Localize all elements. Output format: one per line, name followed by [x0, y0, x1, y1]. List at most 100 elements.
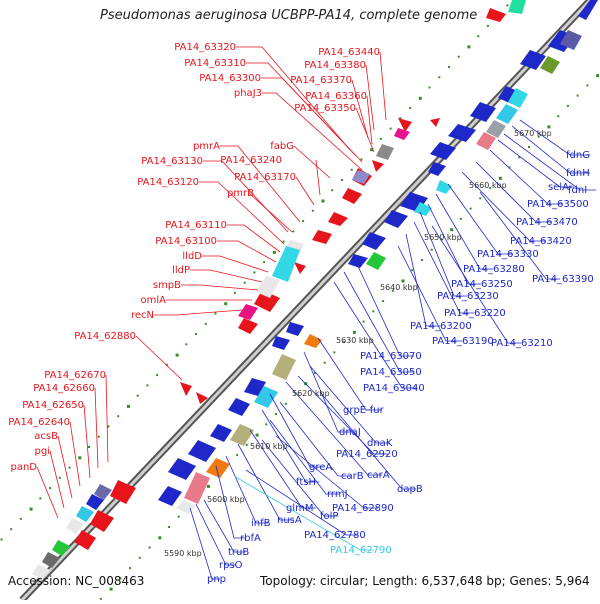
gene-label[interactable]: lldD — [182, 251, 202, 262]
gene-label[interactable]: fdnI — [568, 185, 587, 196]
gene-arrow[interactable] — [348, 254, 368, 268]
gene-label[interactable]: PA14_63170 — [234, 172, 296, 183]
gene-arrow[interactable] — [428, 162, 446, 176]
gene-arrow[interactable] — [110, 480, 136, 504]
gene-label[interactable]: panD — [10, 462, 37, 473]
gene-label[interactable]: glmM — [286, 503, 314, 514]
gene-arrow[interactable] — [158, 486, 182, 506]
gene-label[interactable]: pgi — [35, 446, 50, 457]
gene-label[interactable]: dnaJ — [339, 427, 361, 438]
gene-label[interactable]: PA14_63100 — [155, 236, 217, 247]
gene-arrow[interactable] — [486, 8, 506, 22]
gene-label[interactable]: PA14_62650 — [22, 400, 84, 411]
gene-label[interactable]: rbfA — [240, 533, 261, 544]
gene-label[interactable]: PA14_63230 — [437, 291, 499, 302]
gene-arrow[interactable] — [578, 0, 598, 20]
gene-label[interactable]: PA14_63470 — [516, 217, 578, 228]
gene-label[interactable]: PA14_63210 — [491, 338, 553, 349]
gene-label[interactable]: PA14_63250 — [451, 279, 513, 290]
gene-label[interactable]: PA14_63440 — [318, 47, 380, 58]
gene-arrow[interactable] — [448, 124, 476, 142]
gene-label[interactable]: pnp — [207, 574, 226, 585]
gene-label[interactable]: carA — [367, 470, 390, 481]
gene-arrow[interactable] — [384, 210, 408, 228]
gene-label[interactable]: rrmJ — [327, 489, 348, 500]
gene-arrow[interactable] — [210, 424, 232, 442]
gene-label[interactable]: truB — [228, 547, 249, 558]
gene-arrow[interactable] — [244, 378, 266, 396]
gene-arrow[interactable] — [180, 382, 192, 396]
gene-label[interactable]: PA14_63040 — [363, 383, 425, 394]
gene-label[interactable]: PA14_62890 — [332, 503, 394, 514]
gene-label[interactable]: acsB — [34, 431, 58, 442]
gene-label[interactable]: PA14_63200 — [410, 321, 472, 332]
gene-arrow[interactable] — [74, 530, 96, 550]
gene-label[interactable]: nusA — [277, 515, 302, 526]
gene-arrow[interactable] — [188, 440, 216, 462]
gene-label[interactable]: dapB — [397, 484, 423, 495]
gene-arrow[interactable] — [254, 290, 280, 312]
gene-arrow[interactable] — [286, 322, 304, 336]
gene-label[interactable]: phaJ3 — [234, 88, 262, 99]
gene-label[interactable]: grpE-fur — [343, 405, 385, 416]
gene-label[interactable]: PA14_63360 — [305, 91, 367, 102]
gene-label[interactable]: PA14_62880 — [74, 331, 136, 342]
gene-arrow[interactable] — [312, 230, 332, 244]
gene-arrow[interactable] — [372, 160, 384, 172]
gene-arrow[interactable] — [238, 318, 258, 334]
gene-label[interactable]: infB — [251, 518, 271, 529]
gene-arrow[interactable] — [328, 212, 348, 226]
gene-label[interactable]: PA14_63220 — [444, 308, 506, 319]
gene-arrow[interactable] — [272, 336, 290, 350]
gene-label[interactable]: PA14_62790 — [330, 545, 392, 556]
gene-label[interactable]: PA14_63350 — [294, 103, 356, 114]
gene-label[interactable]: PA14_63320 — [174, 42, 236, 53]
gene-label[interactable]: PA14_63380 — [304, 60, 366, 71]
gene-arrow[interactable] — [520, 50, 546, 70]
gene-label[interactable]: PA14_63300 — [199, 73, 261, 84]
gene-label[interactable]: PA14_63370 — [290, 75, 352, 86]
gene-label[interactable]: PA14_63050 — [360, 367, 422, 378]
gene-label[interactable]: PA14_62660 — [33, 383, 95, 394]
gene-arrow[interactable] — [398, 118, 412, 132]
gene-label[interactable]: folP — [320, 511, 338, 522]
gene-label[interactable]: ftsH — [296, 477, 316, 488]
gene-label[interactable]: PA14_62920 — [336, 449, 398, 460]
gene-label[interactable]: PA14_62670 — [44, 370, 106, 381]
gene-label[interactable]: PA14_63120 — [137, 177, 199, 188]
gene-arrow[interactable] — [430, 142, 456, 160]
gene-label[interactable]: smpB — [153, 280, 181, 291]
gene-arrow[interactable] — [168, 458, 196, 480]
gene-label[interactable]: rpsO — [219, 560, 243, 571]
gene-label[interactable]: PA14_63110 — [165, 220, 227, 231]
gene-label[interactable]: fabG — [270, 141, 294, 152]
gene-arrow[interactable] — [362, 232, 386, 250]
gene-arrow[interactable] — [90, 510, 114, 532]
gene-label[interactable]: PA14_62780 — [304, 530, 366, 541]
gene-arrow[interactable] — [294, 262, 306, 274]
gene-label[interactable]: fdnH — [566, 168, 590, 179]
gene-arrow[interactable] — [342, 188, 362, 204]
gene-label[interactable]: PA14_63280 — [463, 264, 525, 275]
gene-label[interactable]: PA14_63420 — [510, 236, 572, 247]
gene-arrow[interactable] — [470, 102, 496, 122]
gene-arrow[interactable] — [228, 398, 250, 416]
gene-label[interactable]: recN — [131, 310, 154, 321]
gene-label[interactable]: lldP — [172, 265, 190, 276]
gene-label[interactable]: omlA — [141, 295, 167, 306]
gene-arrow[interactable] — [196, 392, 208, 404]
gene-label[interactable]: PA14_63130 — [141, 156, 203, 167]
gene-label[interactable]: PA14_63310 — [184, 58, 246, 69]
gene-label[interactable]: PA14_63070 — [360, 351, 422, 362]
gene-label[interactable]: pmrB — [227, 188, 254, 199]
gene-label[interactable]: dnaK — [367, 438, 393, 449]
gene-label[interactable]: PA14_63500 — [527, 199, 589, 210]
gene-label[interactable]: selA — [548, 182, 569, 193]
gene-arrow[interactable] — [430, 118, 440, 127]
gene-label[interactable]: PA14_63190 — [432, 336, 494, 347]
gene-label[interactable]: greA — [309, 462, 332, 473]
gene-label[interactable]: PA14_63240 — [220, 155, 282, 166]
gene-label[interactable]: pmrA — [193, 141, 220, 152]
gene-label[interactable]: PA14_62640 — [8, 417, 70, 428]
gene-label[interactable]: PA14_63330 — [477, 249, 539, 260]
